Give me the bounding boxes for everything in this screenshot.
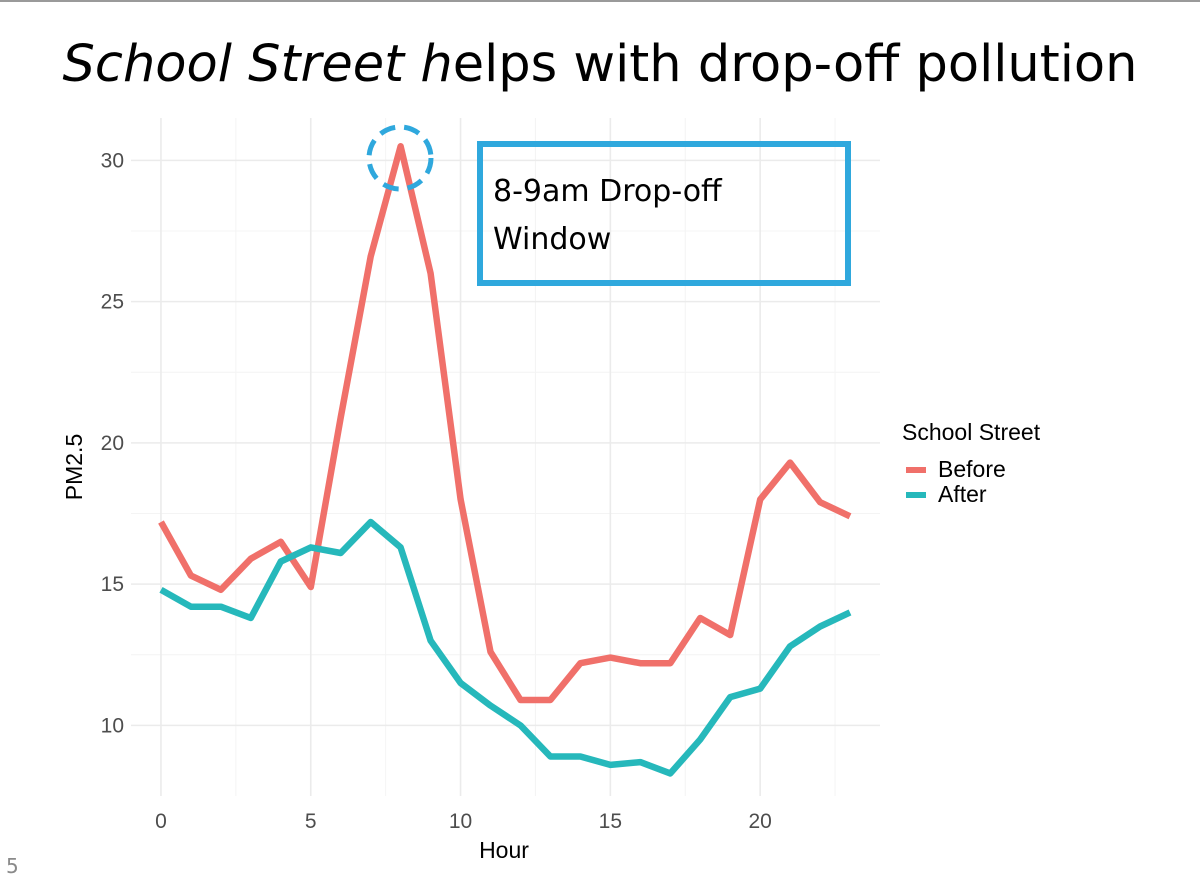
x-tick-label: 20: [748, 810, 771, 833]
y-tick-label: 20: [101, 432, 124, 455]
slide-title-rest: elps with drop-off pollution: [452, 35, 1138, 94]
slide-top-border: [0, 0, 1200, 2]
y-tick-label: 15: [101, 573, 124, 596]
slide-title-italic: School Street h: [62, 35, 453, 94]
series-line-before: [158, 143, 852, 704]
legend-label-after: After: [938, 481, 987, 507]
peak-highlight-circle: [366, 124, 434, 192]
x-tick-label: 0: [155, 810, 167, 833]
legend-title: School Street: [902, 419, 1041, 445]
y-tick-label: 25: [101, 291, 124, 314]
series-lines: [158, 143, 852, 777]
y-axis-title: PM2.5: [61, 434, 87, 500]
dropoff-window-line2: Window: [493, 222, 611, 257]
x-tick-label: 15: [599, 810, 622, 833]
x-tick-label: 10: [449, 810, 472, 833]
x-axis-title: Hour: [479, 837, 529, 863]
x-axis-ticks: 0 5 10 15 20: [155, 810, 772, 833]
legend: School Street Before After: [902, 419, 1041, 507]
y-axis-ticks: 10 15 20 25 30: [101, 149, 124, 737]
y-tick-label: 10: [101, 714, 124, 737]
series-line-after: [159, 518, 852, 777]
y-tick-label: 30: [101, 149, 124, 172]
grid-major-lines: [131, 118, 880, 796]
x-tick-label: 5: [305, 810, 317, 833]
slide-number: 5: [6, 854, 19, 878]
legend-label-before: Before: [938, 456, 1006, 482]
dropoff-window-line1: 8-9am Drop-off: [493, 174, 723, 209]
dropoff-window-box: [477, 141, 851, 286]
grid-minor-lines: [131, 118, 880, 796]
slide-title: School Street helps with drop-off pollut…: [0, 34, 1200, 95]
